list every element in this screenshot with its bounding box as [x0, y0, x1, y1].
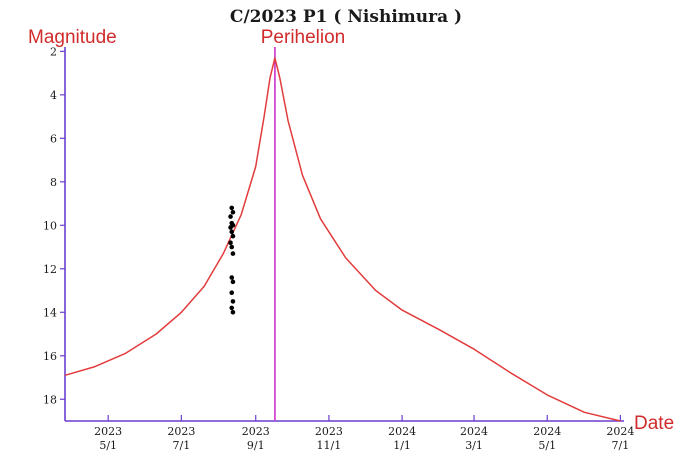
- y-tick-label: 10: [43, 219, 57, 232]
- observation-points: [228, 205, 236, 315]
- x-tick-year-label: 2023: [315, 425, 343, 438]
- y-axis-label: Magnitude: [28, 27, 117, 48]
- observation-point: [230, 279, 236, 285]
- y-tick-label: 12: [43, 263, 57, 276]
- magnitude-curve-line: [64, 57, 621, 422]
- x-tick-year-label: 2024: [606, 425, 634, 438]
- x-tick-year-label: 2024: [460, 425, 488, 438]
- observation-point: [230, 251, 236, 256]
- x-tick-date-label: 5/1: [538, 439, 556, 452]
- observation-point: [228, 225, 233, 230]
- x-tick-year-label: 2024: [533, 425, 561, 438]
- y-tick-label: 6: [50, 132, 57, 145]
- x-tick-date-label: 7/1: [612, 439, 630, 452]
- y-tick-label: 16: [43, 350, 57, 363]
- predicted-magnitude-curve: [64, 57, 621, 422]
- observation-point: [229, 305, 235, 311]
- observation-point: [229, 290, 235, 296]
- x-tick-year-label: 2023: [94, 425, 122, 438]
- x-tick-date-label: 7/1: [173, 439, 191, 452]
- observation-point: [230, 209, 236, 215]
- y-tick-label: 18: [43, 393, 57, 406]
- y-axis-ticks: 2 4 6 8 10 12 14 16 18: [43, 45, 65, 406]
- observation-point: [229, 244, 235, 250]
- observation-point: [229, 229, 235, 235]
- observation-point: [230, 233, 236, 239]
- y-tick-label: 2: [50, 45, 57, 58]
- y-tick-label: 4: [50, 89, 57, 102]
- chart-title: C/2023 P1 ( Nishimura ): [230, 7, 462, 27]
- observation-point: [230, 309, 236, 315]
- x-tick-year-label: 2023: [242, 425, 270, 438]
- x-tick-date-label: 3/1: [465, 439, 483, 452]
- x-tick-date-label: 5/1: [99, 439, 117, 452]
- x-tick-year-label: 2024: [388, 425, 416, 438]
- perihelion-label: Perihelion: [261, 27, 346, 48]
- observation-point: [229, 205, 235, 211]
- y-tick-label: 8: [50, 176, 57, 189]
- y-tick-label: 14: [43, 306, 57, 319]
- x-tick-year-label: 2023: [167, 425, 195, 438]
- x-axis-ticks: 20235/120237/120239/1202311/120241/12024…: [94, 415, 634, 452]
- x-axis-label: Date: [634, 413, 674, 434]
- x-tick-date-label: 11/1: [317, 439, 342, 452]
- observation-point: [228, 240, 233, 245]
- observation-point: [229, 275, 235, 280]
- x-tick-date-label: 9/1: [247, 439, 265, 452]
- x-tick-date-label: 1/1: [393, 439, 411, 452]
- observation-point: [228, 214, 233, 219]
- observation-point: [230, 299, 236, 304]
